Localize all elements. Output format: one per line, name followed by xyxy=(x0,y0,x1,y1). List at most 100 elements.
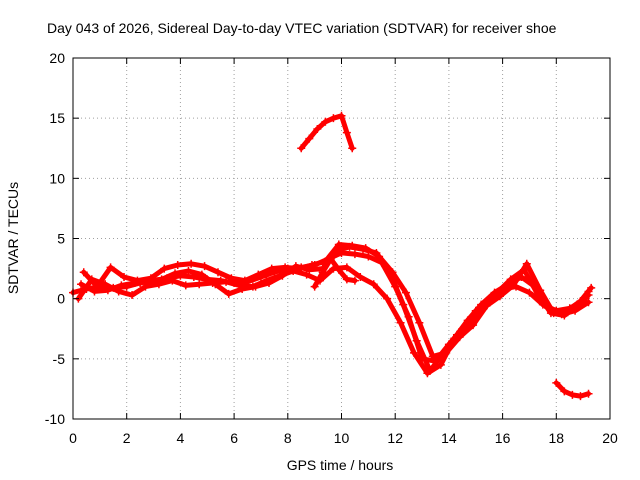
data-point xyxy=(318,268,327,277)
data-point xyxy=(235,281,244,290)
data-point xyxy=(383,294,392,303)
x-tick-label: 20 xyxy=(602,430,618,446)
data-point xyxy=(584,298,593,307)
data-point xyxy=(227,274,236,283)
data-point xyxy=(133,276,142,285)
data-point xyxy=(329,114,338,123)
data-point xyxy=(560,387,569,396)
data-point xyxy=(375,252,384,261)
data-point xyxy=(369,280,378,289)
data-point xyxy=(334,265,343,274)
data-point xyxy=(184,266,193,275)
data-point xyxy=(168,276,177,285)
data-point xyxy=(364,252,373,261)
data-point xyxy=(213,268,222,277)
y-axis-label: SDTVAR / TECUs xyxy=(5,182,21,294)
data-point xyxy=(146,274,155,283)
data-point xyxy=(536,286,545,295)
data-point xyxy=(79,268,88,277)
data-point xyxy=(141,282,150,291)
series-track-5 xyxy=(310,254,359,291)
x-tick-label: 8 xyxy=(284,430,292,446)
data-point xyxy=(297,144,306,153)
data-point xyxy=(495,292,504,301)
data-point xyxy=(477,300,486,309)
series-track-3 xyxy=(74,263,593,378)
data-point xyxy=(587,283,596,292)
data-point xyxy=(326,254,335,263)
data-point xyxy=(281,263,290,272)
data-point xyxy=(469,321,478,330)
data-point xyxy=(90,287,99,296)
data-point xyxy=(584,389,593,398)
x-tick-label: 12 xyxy=(387,430,403,446)
data-point xyxy=(525,288,534,297)
data-point xyxy=(509,281,518,290)
x-axis: 0 2 4 6 8 10 12 14 16 18 20 xyxy=(69,58,618,446)
data-point xyxy=(337,111,346,120)
data-point xyxy=(568,390,577,399)
data-point xyxy=(262,276,271,285)
data-point xyxy=(571,306,580,315)
data-point xyxy=(77,280,86,289)
series-line xyxy=(298,113,355,151)
data-point xyxy=(442,348,451,357)
data-point xyxy=(128,291,137,300)
data-point xyxy=(522,259,531,268)
series-track-7 xyxy=(552,378,593,401)
y-axis: -10 -5 0 5 10 15 20 xyxy=(45,50,610,427)
data-point xyxy=(409,348,418,357)
x-tick-label: 14 xyxy=(441,430,457,446)
data-point xyxy=(342,275,351,284)
data-point xyxy=(321,117,330,126)
data-point xyxy=(490,288,499,297)
data-point xyxy=(576,297,585,306)
x-axis-label: GPS time / hours xyxy=(287,457,394,473)
data-point xyxy=(482,301,491,310)
data-point xyxy=(222,277,231,286)
data-point xyxy=(106,263,115,272)
y-tick-label: 15 xyxy=(49,110,65,126)
y-tick-label: 10 xyxy=(49,170,65,186)
y-tick-label: 5 xyxy=(57,231,65,247)
data-point xyxy=(356,273,365,282)
x-tick-label: 10 xyxy=(334,430,350,446)
data-point xyxy=(412,336,421,345)
data-point xyxy=(254,270,263,279)
data-point xyxy=(334,240,343,249)
series-track-1 xyxy=(69,248,593,366)
data-point xyxy=(181,281,190,290)
y-tick-label: -10 xyxy=(45,411,65,427)
data-point xyxy=(350,276,359,285)
data-point xyxy=(415,318,424,327)
data-point xyxy=(388,268,397,277)
x-tick-label: 4 xyxy=(177,430,185,446)
data-point xyxy=(248,282,257,291)
data-point xyxy=(428,352,437,361)
series-line xyxy=(81,242,594,359)
data-point xyxy=(576,392,585,401)
data-point xyxy=(101,280,110,289)
grid xyxy=(73,58,610,419)
x-tick-label: 16 xyxy=(495,430,511,446)
data-point xyxy=(208,279,217,288)
data-point xyxy=(224,289,233,298)
data-point xyxy=(305,134,314,143)
data-point xyxy=(563,306,572,315)
data-point xyxy=(267,264,276,273)
data-point xyxy=(423,369,432,378)
y-tick-label: -5 xyxy=(53,351,66,367)
data-point xyxy=(117,281,126,290)
data-point xyxy=(342,128,351,137)
x-tick-label: 18 xyxy=(549,430,565,446)
series-track-4 xyxy=(79,240,596,361)
data-point xyxy=(197,270,206,279)
data-point xyxy=(160,264,169,273)
x-tick-label: 0 xyxy=(69,430,77,446)
data-point xyxy=(552,378,561,387)
data-point xyxy=(313,124,322,133)
data-point xyxy=(350,250,359,259)
data-point xyxy=(187,259,196,268)
data-point xyxy=(396,318,405,327)
y-tick-label: 0 xyxy=(57,291,65,307)
